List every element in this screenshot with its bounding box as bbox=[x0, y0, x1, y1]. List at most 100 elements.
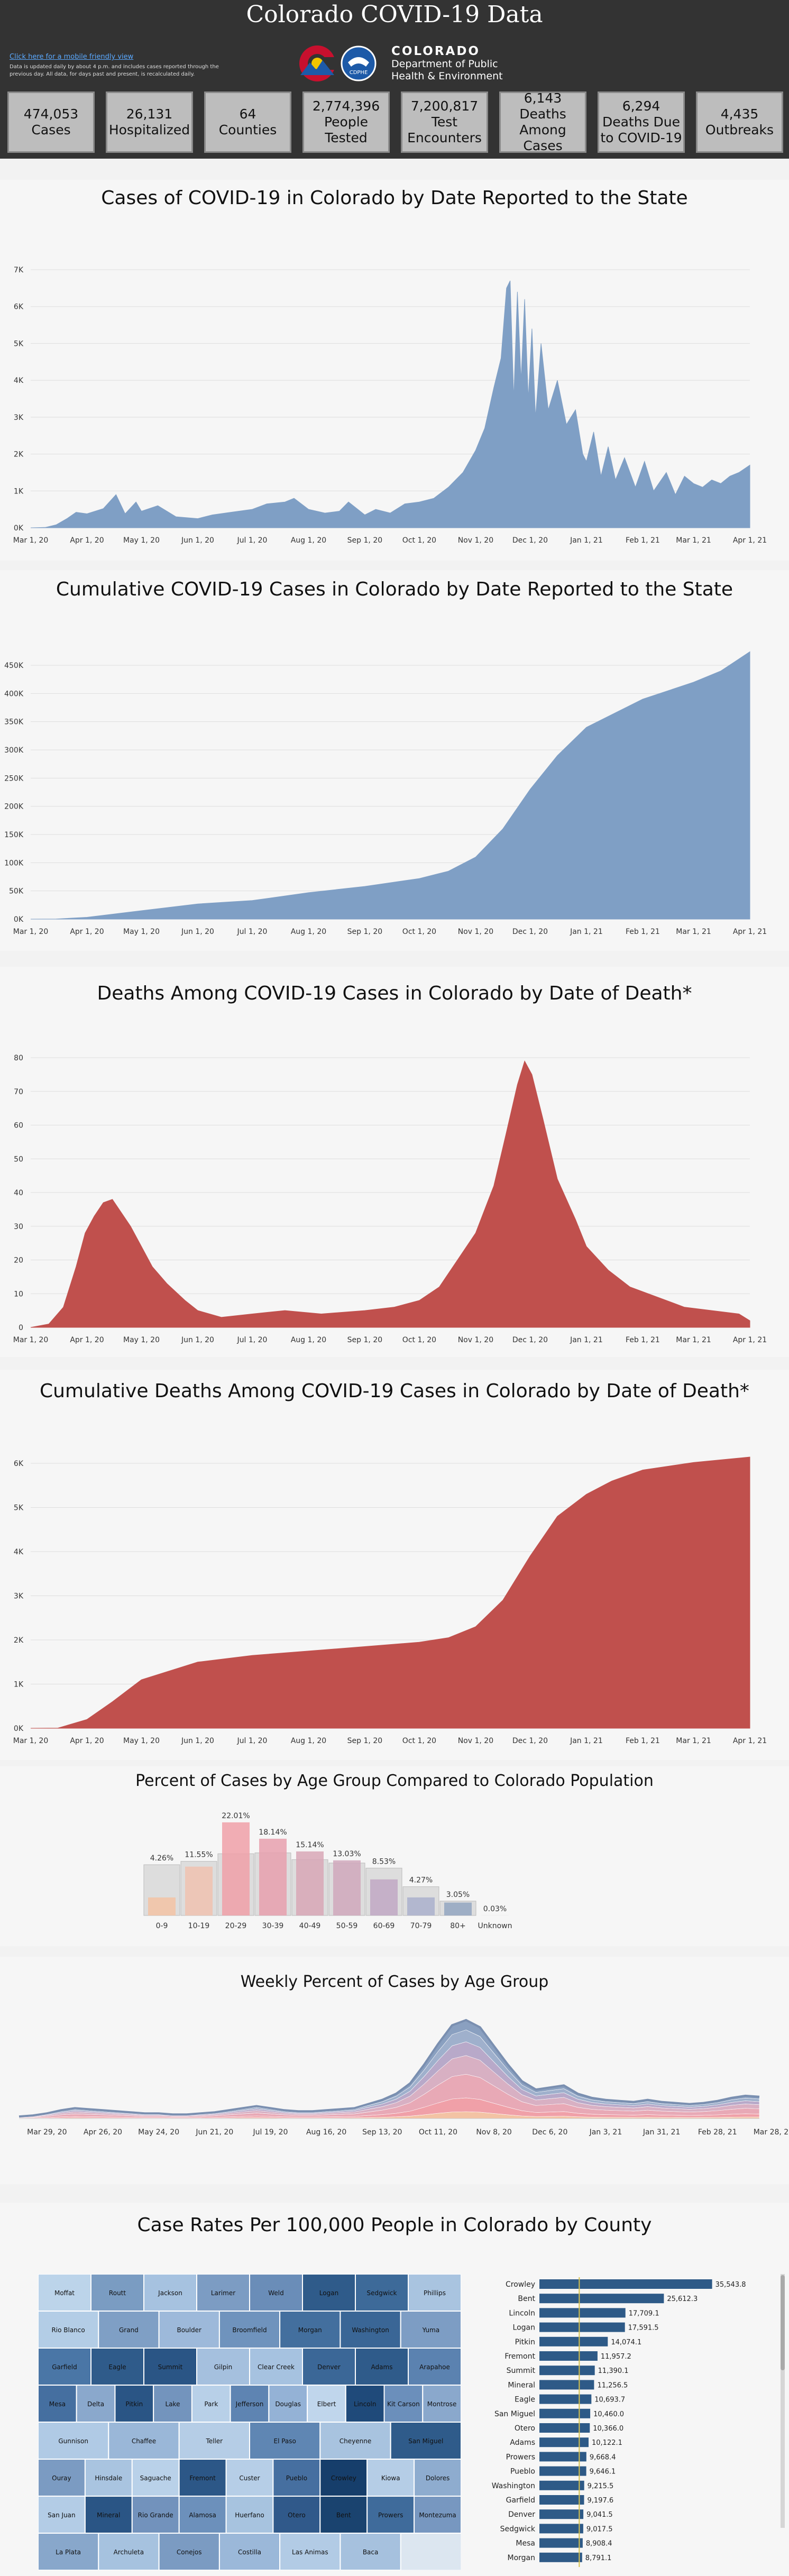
county-douglas[interactable]: Douglas bbox=[268, 2385, 308, 2423]
county-custer[interactable]: Custer bbox=[225, 2459, 274, 2497]
county-weld[interactable]: Weld bbox=[249, 2274, 303, 2312]
rate-value-label: 9,668.4 bbox=[590, 2453, 616, 2461]
county-costilla[interactable]: Costilla bbox=[218, 2533, 281, 2570]
county-phillips[interactable]: Phillips bbox=[408, 2274, 461, 2312]
x-tick-label: 80+ bbox=[450, 1922, 466, 1930]
county-pitkin[interactable]: Pitkin bbox=[114, 2385, 154, 2423]
x-tick-label: 20-29 bbox=[225, 1922, 247, 1930]
county-larimer[interactable]: Larimer bbox=[196, 2274, 250, 2312]
county-moffat[interactable]: Moffat bbox=[38, 2274, 91, 2312]
mobile-view-link[interactable]: Click here for a mobile friendly view bbox=[10, 53, 134, 61]
county-boulder[interactable]: Boulder bbox=[158, 2311, 220, 2349]
daily-deaths-chart[interactable]: 0 10 20 30 40 50 60 70 80 Mar 1, 20 Apr 1, 20 May 1… bbox=[0, 1014, 789, 1357]
county-arapahoe[interactable]: Arapahoe bbox=[408, 2348, 461, 2386]
county-lincoln[interactable]: Lincoln bbox=[345, 2385, 385, 2423]
cumulative-deaths-chart[interactable]: 0K 1K 2K 3K 4K 5K 6K Mar 1, 20 Apr 1, 20 May 1, 2… bbox=[0, 1412, 789, 1760]
county-elbert[interactable]: Elbert bbox=[307, 2385, 346, 2423]
daily-cases-chart[interactable]: 0K 1K 2K 3K 4K 5K 6K 7K Mar 1, 20 Apr 1, 20 May 1,… bbox=[0, 217, 789, 561]
county-archuleta[interactable]: Archuleta bbox=[98, 2533, 160, 2570]
stat-hospitalized[interactable]: 26,131 Hospitalized bbox=[106, 91, 193, 153]
cdphe-logo[interactable]: CDPHE COLORADO Department of Public Heal… bbox=[297, 42, 503, 88]
county-dolores[interactable]: Dolores bbox=[414, 2459, 461, 2497]
county-teller[interactable]: Teller bbox=[178, 2422, 251, 2460]
rate-value-label: 17,709.1 bbox=[629, 2309, 659, 2317]
county-la-plata[interactable]: La Plata bbox=[38, 2533, 99, 2570]
weekly-age-chart[interactable]: Mar 29, 20 Apr 26, 20 May 24, 20 Jun 21, 20… bbox=[0, 2004, 789, 2184]
county-denver[interactable]: Denver bbox=[302, 2348, 356, 2386]
county-label: Kit Carson bbox=[387, 2400, 420, 2408]
county-saguache[interactable]: Saguache bbox=[131, 2459, 180, 2497]
county-baca[interactable]: Baca bbox=[340, 2533, 401, 2570]
county-yuma[interactable]: Yuma bbox=[400, 2311, 461, 2349]
county-jackson[interactable]: Jackson bbox=[143, 2274, 197, 2312]
county-las-animas[interactable]: Las Animas bbox=[279, 2533, 341, 2570]
stat-counties[interactable]: 64 Counties bbox=[204, 91, 291, 153]
county-cheyenne[interactable]: Cheyenne bbox=[319, 2422, 391, 2460]
series-area bbox=[30, 1060, 750, 1328]
county-otero[interactable]: Otero bbox=[272, 2496, 321, 2534]
county-mesa[interactable]: Mesa bbox=[38, 2385, 77, 2423]
county-map[interactable]: Moffat Routt Jackson Larimer Weld Logan Sedgwi… bbox=[38, 2274, 461, 2570]
county-el-paso[interactable]: El Paso bbox=[249, 2422, 321, 2460]
stat-outbreaks[interactable]: 4,435 Outbreaks bbox=[696, 91, 783, 153]
county-san-juan[interactable]: San Juan bbox=[38, 2496, 86, 2534]
county-gunnison[interactable]: Gunnison bbox=[38, 2422, 109, 2460]
county-kiowa[interactable]: Kiowa bbox=[366, 2459, 415, 2497]
county-crowley[interactable]: Crowley bbox=[319, 2459, 368, 2497]
stat-label: Test Encounters bbox=[407, 114, 482, 145]
x-tick-label: Jan 31, 21 bbox=[643, 2128, 681, 2137]
rate-value-label: 10,693.7 bbox=[594, 2396, 625, 2404]
county-park[interactable]: Park bbox=[191, 2385, 231, 2423]
county-sedgwick[interactable]: Sedgwick bbox=[355, 2274, 409, 2312]
county-clear-creek[interactable]: Clear Creek bbox=[249, 2348, 303, 2386]
scrollbar-thumb[interactable] bbox=[781, 2275, 785, 2370]
county-pueblo[interactable]: Pueblo bbox=[272, 2459, 321, 2497]
age-group-chart[interactable]: 4.26% 0-9 11.55% 10-19 22.01% 20-29 18.14% 30-3… bbox=[0, 1798, 789, 1946]
stat-people-tested[interactable]: 2,774,396 People Tested bbox=[302, 91, 390, 153]
county-broomfield[interactable]: Broomfield bbox=[218, 2311, 281, 2349]
county-rio-grande[interactable]: Rio Grande bbox=[131, 2496, 180, 2534]
stat-cases[interactable]: 474,053 Cases bbox=[7, 91, 95, 153]
county-jefferson[interactable]: Jefferson bbox=[230, 2385, 270, 2423]
x-tick-label: Jun 21, 20 bbox=[195, 2128, 233, 2137]
stat-deaths-among-cases[interactable]: 6,143 Deaths Among Cases bbox=[499, 90, 586, 153]
stat-deaths-due-to-covid[interactable]: 6,294 Deaths Due to COVID-19 bbox=[598, 91, 685, 153]
county-routt[interactable]: Routt bbox=[90, 2274, 144, 2312]
county-alamosa[interactable]: Alamosa bbox=[178, 2496, 227, 2534]
stat-test-encounters[interactable]: 7,200,817 Test Encounters bbox=[401, 91, 488, 153]
county-washington[interactable]: Washington bbox=[340, 2311, 401, 2349]
county-label: Pitkin bbox=[125, 2400, 143, 2408]
rate-value-label: 35,543.8 bbox=[715, 2281, 746, 2289]
county-kit-carson[interactable]: Kit Carson bbox=[383, 2385, 424, 2423]
county-rate-bars[interactable]: Crowley 35,543.8 Bent 25,612.3 Lincoln 17,709… bbox=[465, 2269, 789, 2575]
cumulative-cases-chart[interactable]: 0K 50K 100K 150K 200K 250K 300K 350K 400K 450K Mar… bbox=[0, 607, 789, 951]
county-hinsdale[interactable]: Hinsdale bbox=[84, 2459, 133, 2497]
county-bent[interactable]: Bent bbox=[319, 2496, 368, 2534]
county-delta[interactable]: Delta bbox=[76, 2385, 116, 2423]
county-chaffee[interactable]: Chaffee bbox=[108, 2422, 180, 2460]
county-name-label: Bent bbox=[518, 2295, 535, 2303]
county-montrose[interactable]: Montrose bbox=[422, 2385, 461, 2423]
county-label: Adams bbox=[371, 2363, 393, 2371]
county-prowers[interactable]: Prowers bbox=[366, 2496, 415, 2534]
x-tick-label: Dec 1, 20 bbox=[512, 928, 548, 936]
county-eagle[interactable]: Eagle bbox=[90, 2348, 144, 2386]
county-summit[interactable]: Summit bbox=[143, 2348, 197, 2386]
county-adams[interactable]: Adams bbox=[355, 2348, 409, 2386]
county-rates-panel: Case Rates Per 100,000 People in Colorad… bbox=[0, 2203, 789, 2576]
county-san-miguel[interactable]: San Miguel bbox=[390, 2422, 461, 2460]
total-outline bbox=[19, 2019, 760, 2118]
county-conejos[interactable]: Conejos bbox=[158, 2533, 220, 2570]
county-ouray[interactable]: Ouray bbox=[38, 2459, 86, 2497]
county-morgan[interactable]: Morgan bbox=[279, 2311, 341, 2349]
county-gilpin[interactable]: Gilpin bbox=[196, 2348, 250, 2386]
county-lake[interactable]: Lake bbox=[153, 2385, 192, 2423]
county-rio-blanco[interactable]: Rio Blanco bbox=[38, 2311, 99, 2349]
county-fremont[interactable]: Fremont bbox=[178, 2459, 227, 2497]
county-logan[interactable]: Logan bbox=[302, 2274, 356, 2312]
county-mineral[interactable]: Mineral bbox=[84, 2496, 133, 2534]
county-montezuma[interactable]: Montezuma bbox=[414, 2496, 461, 2534]
county-garfield[interactable]: Garfield bbox=[38, 2348, 91, 2386]
county-huerfano[interactable]: Huerfano bbox=[225, 2496, 274, 2534]
county-grand[interactable]: Grand bbox=[98, 2311, 160, 2349]
